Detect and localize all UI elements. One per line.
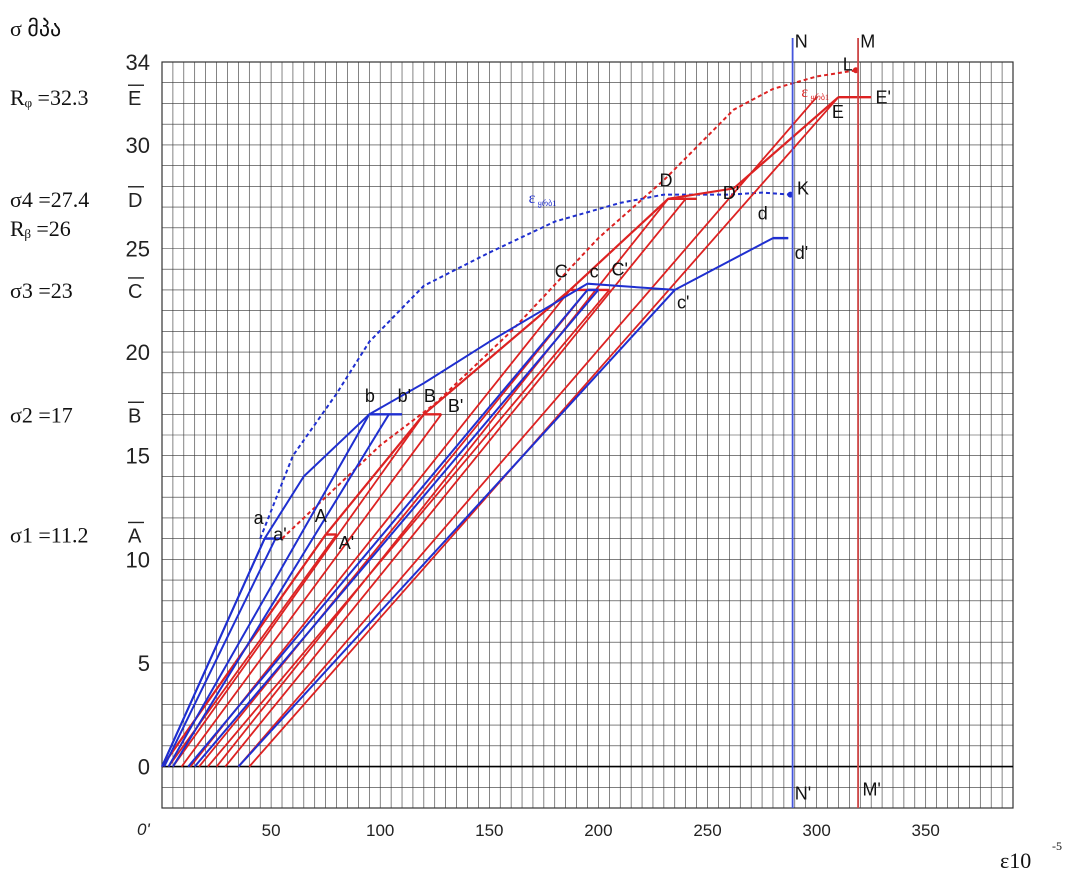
level-label: B xyxy=(128,405,141,427)
blue-loading-line xyxy=(193,289,600,768)
point-label: M xyxy=(860,31,875,51)
blue-envelope xyxy=(161,237,789,768)
x-tick-label: 100 xyxy=(366,821,394,840)
x-tick-label: 50 xyxy=(262,821,281,840)
point-label: E' xyxy=(876,87,891,107)
y-tick-label: 0 xyxy=(138,755,150,780)
red-loading-line xyxy=(180,413,443,768)
red-loading-line xyxy=(172,413,425,768)
stress-label: σ3 =23 xyxy=(10,278,73,303)
point-label: b xyxy=(365,386,375,406)
origin-label: 0' xyxy=(137,820,150,839)
x-tick-label: 150 xyxy=(475,821,503,840)
x-axis-label-exponent: -5 xyxy=(1052,839,1062,853)
point-label: M' xyxy=(862,780,880,800)
point-label: B xyxy=(424,386,436,406)
y-tick-label: 25 xyxy=(126,237,150,262)
axis-layer: σ მპა ε10 -5 0' 50 100 150 200 250 300 350 0 5 10… xyxy=(10,16,1062,873)
point-label: K xyxy=(797,179,809,199)
y-tick-label: 30 xyxy=(126,133,150,158)
blue-loading-line xyxy=(172,413,390,768)
level-label: A xyxy=(128,525,142,547)
point-label: D' xyxy=(723,183,739,203)
red-loading-line xyxy=(224,198,687,768)
point-label: N' xyxy=(795,784,811,804)
point-label: a xyxy=(254,508,265,528)
blue-dashed-curve xyxy=(259,191,791,539)
point-label: L xyxy=(843,54,853,74)
level-label: D xyxy=(128,190,142,212)
series-layer xyxy=(161,38,872,808)
point-label: C xyxy=(555,262,568,282)
stress-label: σ4 =27.4 xyxy=(10,187,89,212)
point-label: c xyxy=(590,262,599,282)
curve-label-subscript: ყრბ1 xyxy=(538,199,557,208)
point-label: A' xyxy=(339,533,354,553)
blue-loading-line xyxy=(237,289,676,768)
point-label: C' xyxy=(612,259,628,279)
point-label: E xyxy=(832,102,844,122)
x-tick-label: 250 xyxy=(693,821,721,840)
grid xyxy=(161,61,1014,809)
red-loading-line xyxy=(198,289,589,768)
y-tick-label: 15 xyxy=(126,444,150,469)
level-label: E xyxy=(128,88,141,110)
red-envelope xyxy=(161,96,840,768)
point-label: N xyxy=(795,31,808,51)
point-label: c' xyxy=(677,293,689,313)
point-label: D xyxy=(660,170,673,190)
red-loading-line xyxy=(215,198,669,768)
stress-label: σ1 =11.2 xyxy=(10,522,88,547)
stress-label: Rᵦ =26 xyxy=(10,216,71,241)
point-label: d xyxy=(758,203,768,223)
level-label: C xyxy=(128,281,142,303)
blue-loading-line xyxy=(163,538,277,768)
x-tick-label: 200 xyxy=(584,821,612,840)
y-axis-label: σ მპა xyxy=(10,16,61,41)
point-label: b' xyxy=(398,386,411,406)
red-loading-line xyxy=(207,289,610,768)
x-tick-label: 350 xyxy=(912,821,940,840)
x-axis-label: ε10 xyxy=(1000,848,1031,873)
y-tick-label: 5 xyxy=(138,651,150,676)
blue-loading-line xyxy=(187,289,589,768)
curve-label: ε xyxy=(801,84,808,101)
point-label: B' xyxy=(448,396,463,416)
red-dashed-curve xyxy=(281,69,857,540)
blue-loading-line xyxy=(167,413,371,768)
stress-label: Rᵩ =32.3 xyxy=(10,85,88,110)
y-tick-label: 20 xyxy=(126,340,150,365)
stress-label: σ2 =17 xyxy=(10,402,73,427)
label-layer: Rᵩ =32.3 σ4 =27.4 Rᵦ =26 σ3 =23 σ2 =17 σ1 =11… xyxy=(10,31,891,803)
y-tick-label: 34 xyxy=(126,50,150,75)
point-label: A xyxy=(315,506,327,526)
point-label: d' xyxy=(795,243,808,263)
curve-label-subscript: ყრბ1 xyxy=(810,93,829,102)
curve-label: ε xyxy=(529,190,536,207)
red-loading-line xyxy=(237,96,818,768)
point-label: a' xyxy=(273,525,286,545)
x-tick-label: 300 xyxy=(802,821,830,840)
y-tick-label: 10 xyxy=(126,547,150,572)
